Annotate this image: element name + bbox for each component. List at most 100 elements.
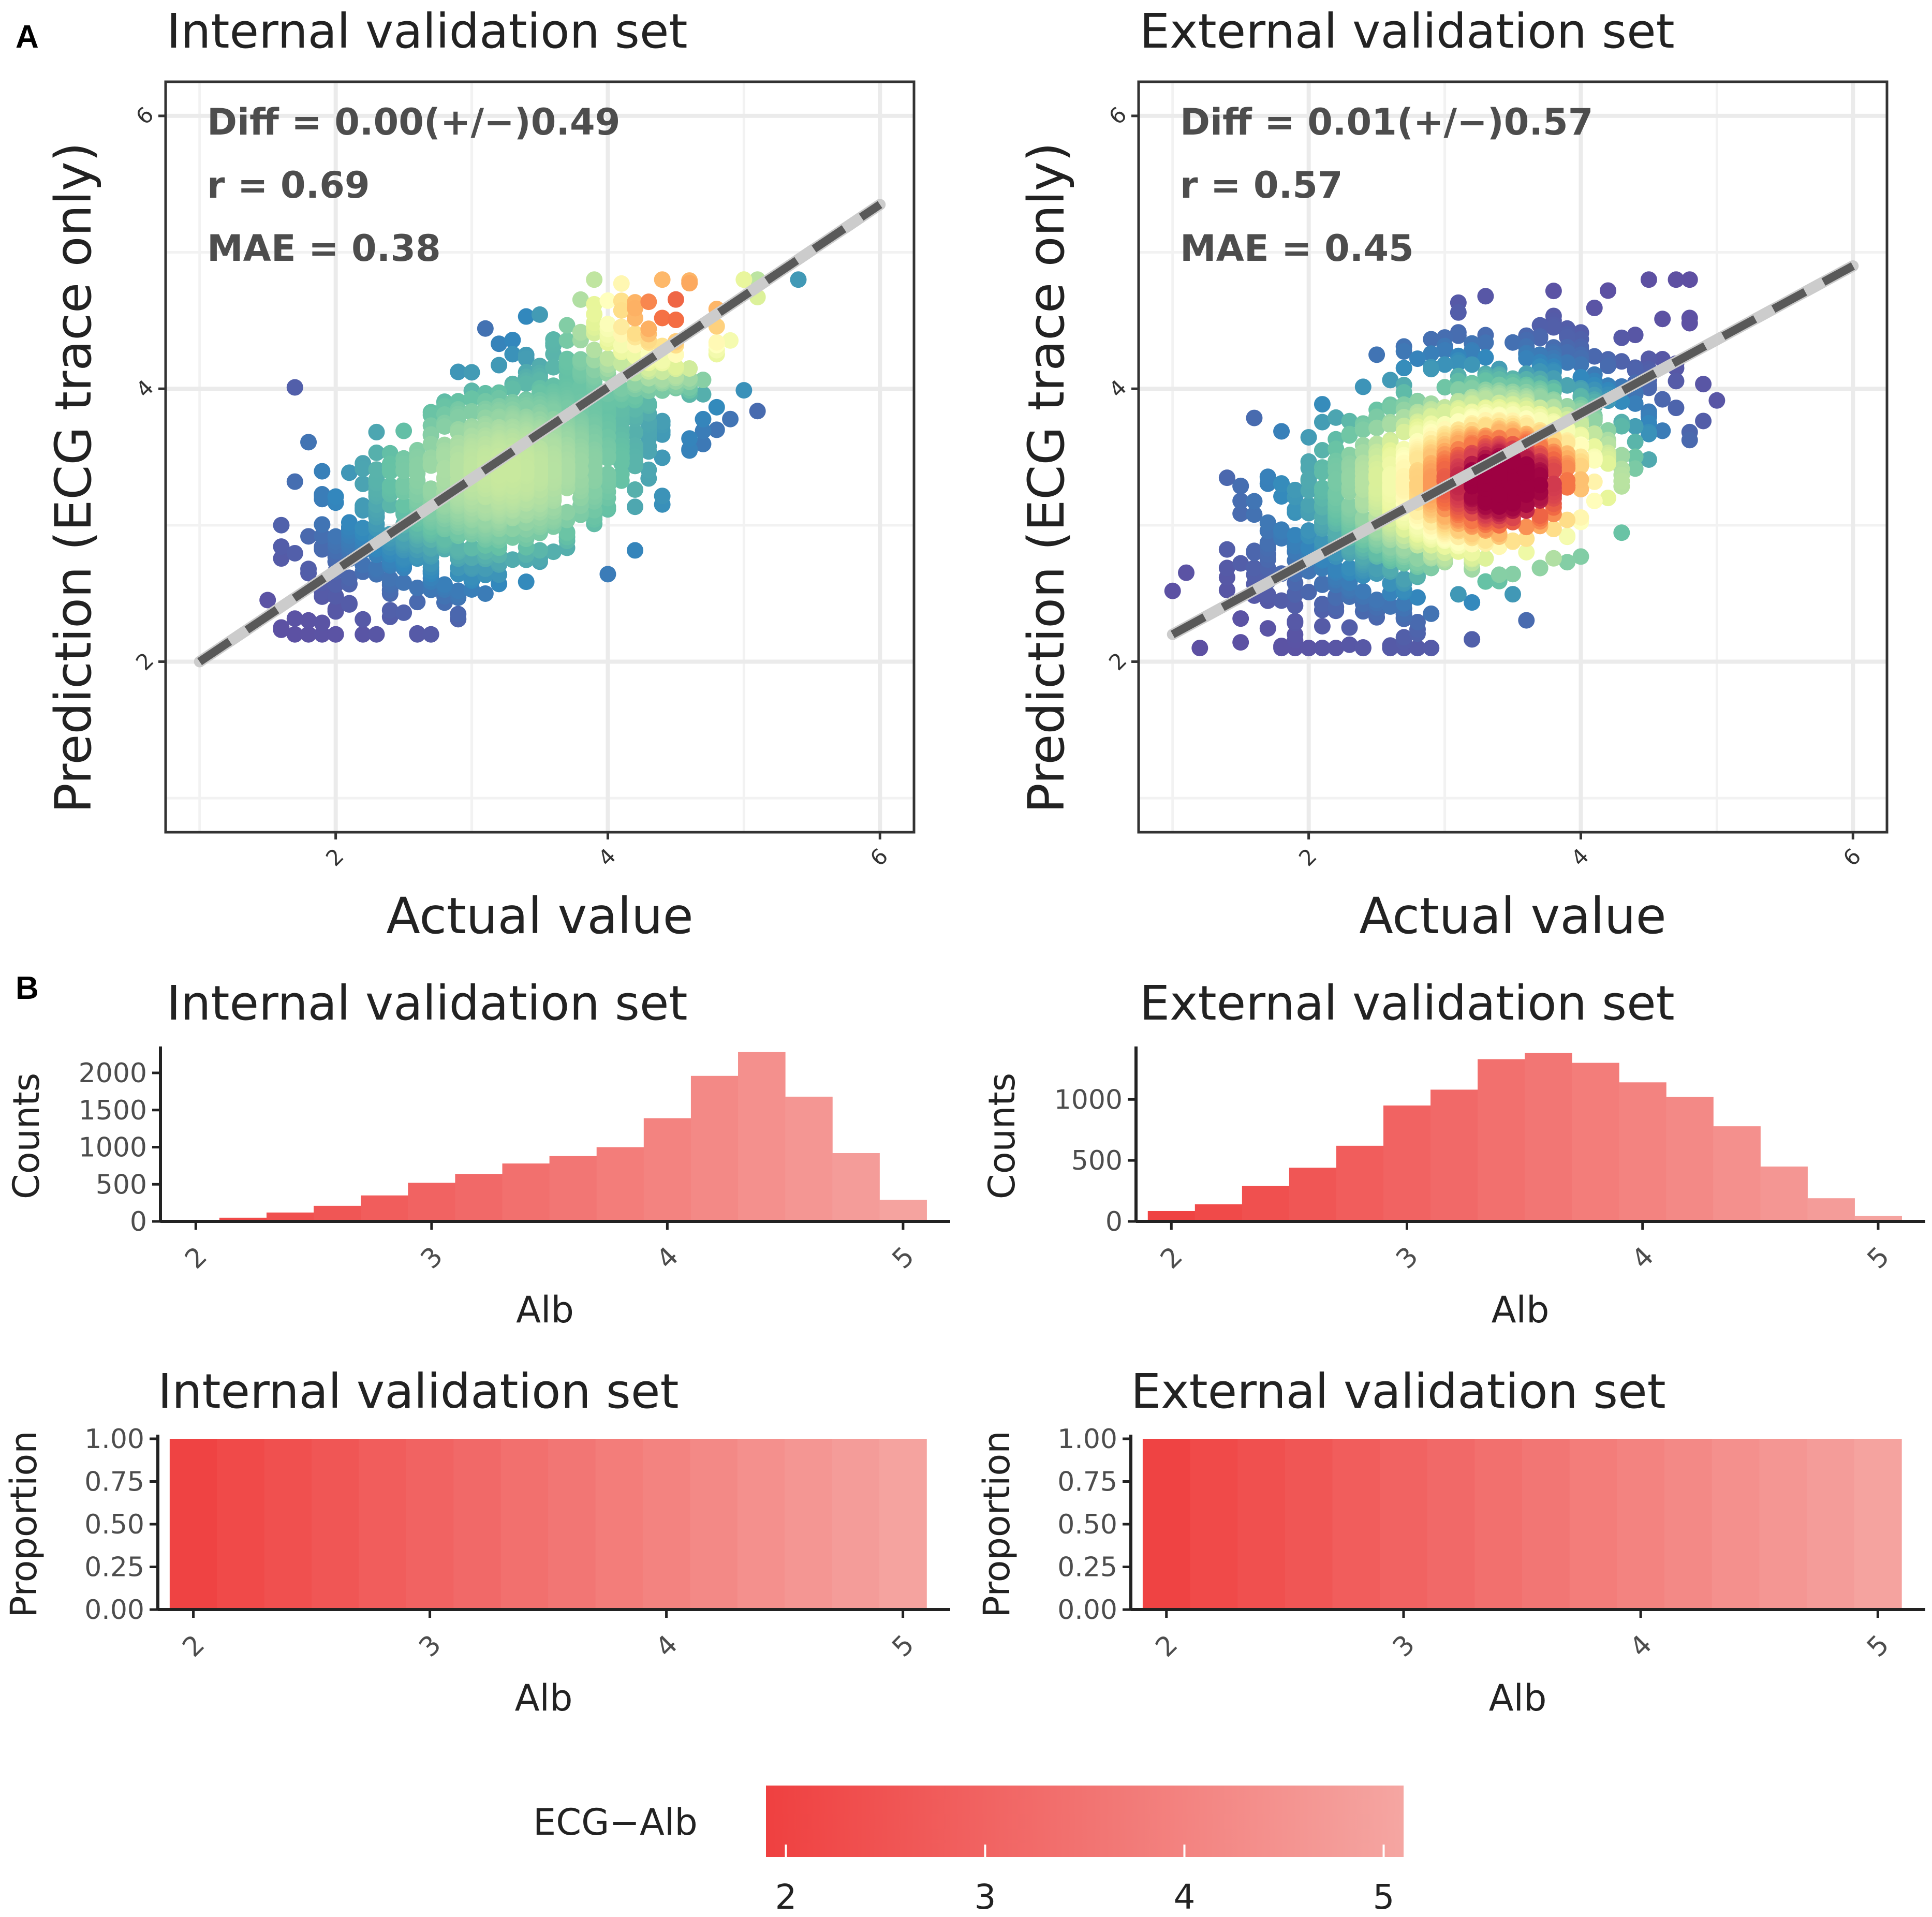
data-point — [1341, 412, 1358, 430]
data-point — [1627, 395, 1644, 412]
bar — [1383, 1105, 1431, 1221]
data-point — [1518, 612, 1535, 629]
data-point — [1505, 532, 1521, 549]
data-point — [1341, 636, 1358, 653]
data-point — [1572, 356, 1589, 373]
x-axis-title: Alb — [516, 1289, 574, 1331]
x-tick-label: 2 — [179, 1241, 213, 1275]
bar — [1664, 1439, 1713, 1610]
data-point — [395, 422, 412, 439]
data-point — [1572, 509, 1589, 526]
data-point — [1491, 464, 1508, 481]
y-axis-title: Prediction (ECG trace only) — [1017, 142, 1075, 813]
bar — [219, 1217, 267, 1221]
data-point — [1409, 613, 1426, 630]
data-point — [286, 544, 303, 562]
data-point — [504, 346, 521, 363]
data-point — [327, 588, 344, 605]
data-point — [1545, 462, 1562, 479]
data-point — [695, 386, 712, 403]
data-point — [314, 527, 331, 544]
bar — [314, 1205, 361, 1221]
data-point — [1164, 582, 1181, 599]
bar — [785, 1096, 833, 1221]
data-point — [1259, 534, 1276, 551]
data-point — [1627, 448, 1644, 465]
data-point — [1477, 550, 1494, 567]
y-tick-label: 1.00 — [84, 1424, 144, 1455]
data-point — [1559, 354, 1576, 371]
bar — [1572, 1063, 1619, 1221]
data-point — [1341, 619, 1358, 636]
y-tick-label: 0.00 — [1057, 1595, 1117, 1626]
data-point — [1586, 492, 1603, 509]
data-point — [1328, 640, 1345, 657]
y-tick-label: 0.25 — [84, 1552, 144, 1583]
data-point — [1328, 440, 1345, 458]
data-point — [572, 323, 589, 341]
data-point — [1246, 559, 1263, 577]
data-point — [327, 528, 344, 545]
data-point — [1287, 613, 1304, 630]
data-point — [654, 449, 671, 466]
data-point — [1395, 473, 1412, 490]
data-point — [599, 350, 616, 367]
data-point — [1300, 429, 1317, 446]
data-point — [1477, 349, 1494, 366]
x-tick-label: 2 — [176, 1629, 211, 1663]
data-point — [1600, 282, 1617, 299]
data-point — [1531, 559, 1548, 577]
data-point — [1572, 471, 1589, 488]
data-point — [422, 436, 439, 453]
data-point — [1654, 391, 1671, 408]
data-point — [722, 410, 739, 427]
data-point — [1681, 271, 1698, 288]
data-point — [1450, 586, 1467, 603]
data-point — [504, 380, 521, 397]
data-point — [1695, 376, 1712, 393]
data-point — [1314, 479, 1331, 496]
data-point — [341, 595, 358, 612]
data-point — [504, 331, 521, 348]
data-point — [341, 514, 358, 531]
x-tick-label: 3 — [1390, 1241, 1424, 1275]
data-point — [1409, 640, 1426, 657]
bar — [642, 1439, 690, 1610]
data-point — [409, 625, 426, 642]
data-point — [300, 528, 317, 545]
data-point — [1695, 412, 1712, 430]
data-point — [1654, 311, 1671, 328]
data-point — [1246, 493, 1263, 510]
y-tick-label: 0.75 — [1057, 1467, 1117, 1498]
histogram-external: 2 3 4 5 0 500 1000 External validation set Alb Co… — [981, 976, 1925, 1331]
x-axis-title: Alb — [1492, 1289, 1550, 1331]
y-tick-label: 2 — [1104, 647, 1132, 675]
bar — [1522, 1439, 1570, 1610]
data-point — [1531, 477, 1548, 494]
data-point — [491, 335, 508, 352]
data-point — [450, 582, 467, 599]
data-point — [409, 594, 426, 611]
data-point — [1640, 451, 1657, 468]
bar — [500, 1439, 549, 1610]
data-point — [1246, 409, 1263, 426]
data-point — [545, 543, 562, 561]
data-point — [1382, 472, 1399, 489]
bar — [1713, 1126, 1761, 1221]
data-point — [627, 424, 644, 441]
bar — [1142, 1439, 1191, 1610]
data-point — [341, 464, 358, 481]
data-point — [1668, 271, 1685, 288]
data-point — [695, 410, 712, 427]
data-point — [450, 363, 467, 380]
data-point — [1368, 470, 1385, 488]
data-point — [1354, 378, 1371, 395]
data-point — [1382, 399, 1399, 416]
data-point — [436, 418, 453, 435]
plot-title: External validation set — [1131, 1364, 1666, 1419]
data-point — [1423, 640, 1440, 657]
data-point — [1600, 357, 1617, 374]
bar — [266, 1212, 314, 1221]
bar — [455, 1174, 503, 1221]
x-tick-label: 4 — [1566, 843, 1594, 871]
